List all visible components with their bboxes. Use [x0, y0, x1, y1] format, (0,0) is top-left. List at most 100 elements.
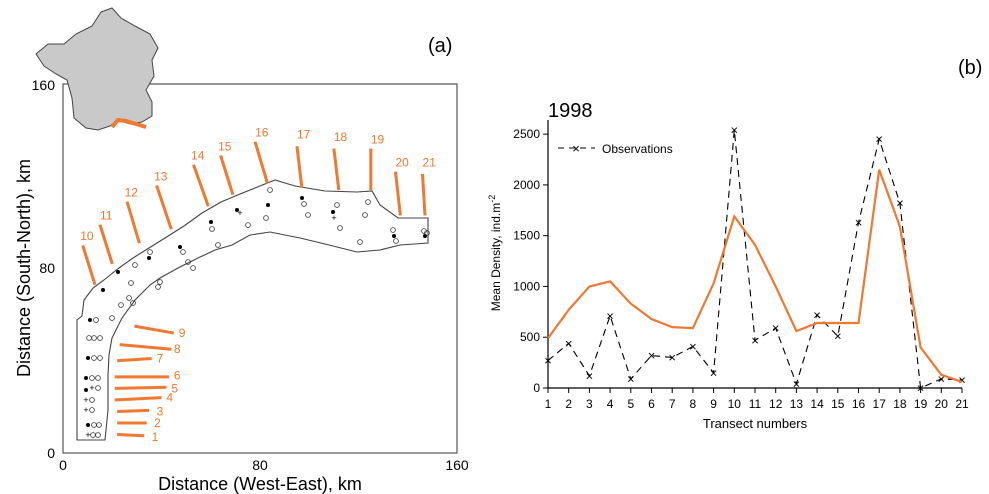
- survey-point: [178, 245, 182, 249]
- france-study-coast: [110, 117, 147, 129]
- observation-point: ×: [958, 372, 966, 387]
- survey-point: [89, 375, 95, 381]
- survey-point: [190, 265, 196, 271]
- survey-point: [245, 222, 251, 228]
- observation-point: ×: [731, 123, 739, 138]
- survey-point: [301, 201, 307, 207]
- survey-point: [300, 196, 304, 200]
- transect-1: [117, 433, 145, 438]
- x-tick-label: 6: [648, 397, 655, 411]
- transect-label-4: 4: [166, 391, 173, 405]
- observation-point: ×: [834, 329, 842, 344]
- survey-point: [91, 335, 97, 341]
- transect-label-20: 20: [395, 155, 409, 169]
- observation-point: ×: [793, 376, 801, 391]
- survey-point: [93, 317, 99, 323]
- transect-7: [117, 356, 152, 363]
- transect-17: [295, 146, 304, 188]
- x-axis-title: Distance (West-East), km: [158, 474, 362, 494]
- observation-point: ×: [751, 333, 759, 348]
- transect-5: [114, 385, 167, 390]
- x-tick-label: 12: [769, 397, 783, 411]
- x-tick-label: 1: [545, 397, 552, 411]
- x-tick-label: 10: [728, 397, 742, 411]
- y-tick-160: 160: [32, 77, 56, 93]
- transect-18: [332, 148, 341, 191]
- y-tick-label: 500: [520, 330, 540, 344]
- observation-point: ×: [917, 381, 925, 396]
- survey-point: [86, 335, 92, 341]
- observation-point: ×: [855, 215, 863, 230]
- transect-label-14: 14: [191, 148, 205, 162]
- x-tick-label: 18: [893, 397, 907, 411]
- x-tick-label: 5: [627, 397, 634, 411]
- survey-point: [84, 376, 88, 380]
- y-axis-title-sup: -2: [487, 195, 497, 203]
- survey-point: [91, 355, 97, 361]
- survey-point: [157, 279, 163, 285]
- transect-label-15: 15: [218, 139, 232, 153]
- survey-point: [132, 262, 138, 268]
- x-tick-label: 15: [831, 397, 845, 411]
- survey-point: [95, 385, 101, 391]
- panel-a-label: (a): [428, 35, 452, 57]
- survey-point: [393, 238, 399, 244]
- survey-point: [390, 227, 396, 233]
- survey-point: [91, 422, 97, 428]
- y-axis-title: Distance (South-North), km: [14, 159, 34, 377]
- x-tick-label: 11: [749, 397, 762, 411]
- survey-point: [147, 256, 151, 260]
- y-tick-label: 1000: [513, 279, 540, 293]
- survey-point: +: [85, 430, 90, 440]
- x-axis-title-b: Transect numbers: [703, 416, 808, 431]
- transect-label-21: 21: [423, 155, 437, 169]
- transect-15: [219, 155, 235, 196]
- observation-point: ×: [689, 339, 697, 354]
- transect-11: [98, 224, 114, 265]
- survey-point: [101, 288, 105, 292]
- survey-point: [334, 202, 340, 208]
- transect-label-5: 5: [171, 381, 178, 395]
- survey-point: [392, 234, 396, 238]
- survey-point: [97, 355, 103, 361]
- y-tick-label: 2000: [513, 178, 540, 192]
- x-tick-label: 8: [690, 397, 697, 411]
- x-tick-label: 21: [955, 397, 969, 411]
- legend-marker-observations: ×: [572, 141, 580, 156]
- survey-point: [86, 356, 90, 360]
- survey-point: [126, 295, 132, 301]
- transect-label-9: 9: [179, 326, 186, 340]
- transect-16: [253, 141, 269, 184]
- transect-9: [134, 324, 175, 335]
- transect-21: [421, 173, 427, 216]
- survey-point: [185, 259, 191, 265]
- transect-4: [114, 396, 162, 402]
- survey-zone-outline: [76, 179, 429, 441]
- series-line-model: [547, 169, 963, 383]
- transect-20: [393, 171, 402, 216]
- transect-13: [155, 184, 173, 230]
- chart-title: 1998: [548, 100, 593, 122]
- y-tick-label: 0: [533, 381, 540, 395]
- france-shape: [35, 7, 159, 131]
- observation-point: ×: [875, 132, 883, 147]
- x-tick-label: 4: [607, 397, 614, 411]
- y-tick-0: 0: [47, 445, 55, 461]
- y-axis-title-b: Mean Density, ind.m-2: [487, 195, 503, 312]
- x-tick-160: 160: [445, 457, 469, 473]
- transect-label-7: 7: [157, 351, 164, 365]
- legend: × Observations: [558, 141, 673, 156]
- observation-point: ×: [544, 353, 552, 368]
- map-frame: [62, 83, 458, 454]
- transect-label-2: 2: [154, 416, 161, 430]
- survey-point: [365, 199, 371, 205]
- x-tick-label: 13: [790, 397, 804, 411]
- survey-point: [362, 212, 368, 218]
- survey-point: [84, 388, 88, 392]
- observation-point: ×: [606, 308, 614, 323]
- legend-label-observations: Observations: [602, 142, 673, 156]
- x-tick-label: 3: [586, 397, 593, 411]
- transect-12: [125, 201, 141, 244]
